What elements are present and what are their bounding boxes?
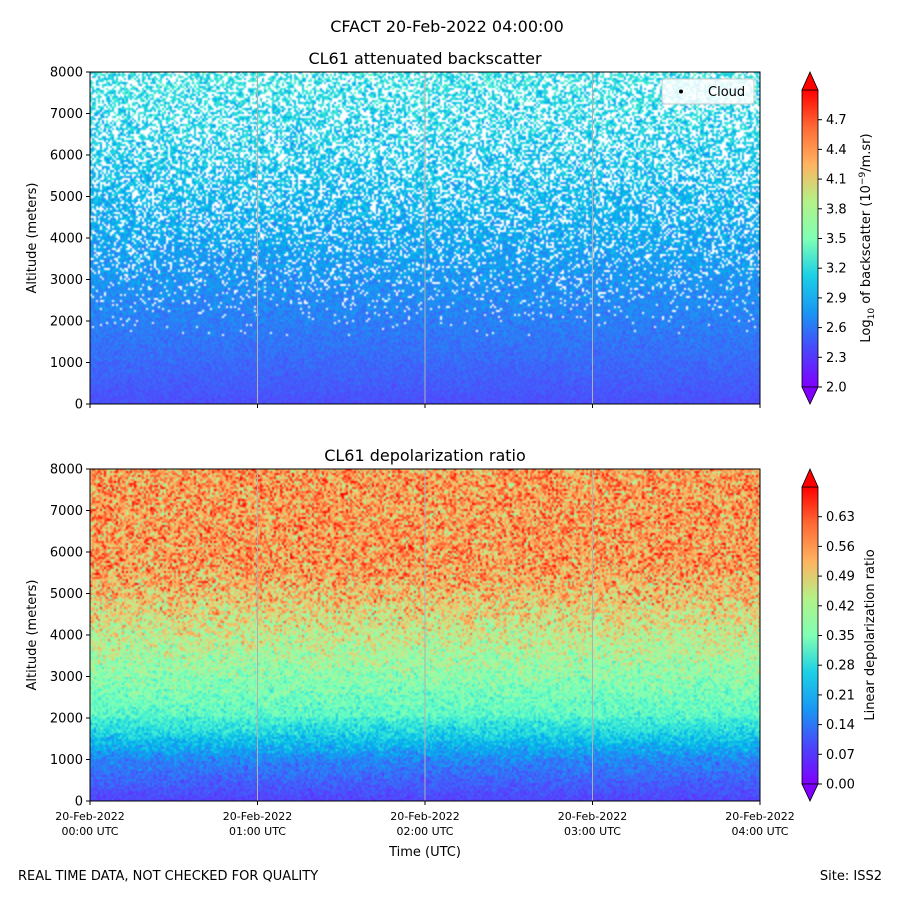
colorbar-ticks: 0.00 0.07 0.14 0.21 0.28 0.35 0.42 0.49 0.56 0.63 xyxy=(818,510,855,793)
colorbar-tick-label: 0.63 xyxy=(826,510,855,525)
legend-cloud-label: Cloud xyxy=(708,85,745,100)
colorbar-tick-label: 3.5 xyxy=(826,232,847,247)
x-tick-label-time: 00:00 UTC xyxy=(61,825,118,838)
y-axis-label: Altitude (meters) xyxy=(25,183,40,294)
y-tick-label: 8000 xyxy=(50,66,83,81)
footer-quality-note: REAL TIME DATA, NOT CHECKED FOR QUALITY xyxy=(18,869,319,884)
x-tick-label-time: 02:00 UTC xyxy=(396,825,453,838)
colorbar-depolarization: 0.00 0.07 0.14 0.21 0.28 0.35 0.42 0.49 0.56 0.63… xyxy=(801,468,878,802)
y-tick-label: 5000 xyxy=(50,587,83,602)
time-gridlines xyxy=(257,72,593,404)
colorbar-label-suffix: /m.sr) xyxy=(859,133,874,171)
panel-title: CL61 attenuated backscatter xyxy=(308,49,542,68)
colorbar-tick-label: 2.9 xyxy=(826,291,847,306)
y-tick-label: 3000 xyxy=(50,273,83,288)
colorbar-label-subscript: 10 xyxy=(867,308,877,320)
y-tick-label: 4000 xyxy=(50,629,83,644)
colorbar-ticks: 2.0 2.3 2.6 2.9 3.2 3.5 3.8 4.1 4.4 4.7 xyxy=(818,113,847,396)
x-axis xyxy=(89,404,761,408)
y-tick-label: 1000 xyxy=(50,753,83,768)
x-tick-label-date: 20-Feb-2022 xyxy=(55,810,124,823)
y-tick-label: 2000 xyxy=(50,712,83,727)
colorbar-tick-label: 0.35 xyxy=(826,629,855,644)
legend-cloud-marker xyxy=(679,89,683,94)
y-tick-label: 2000 xyxy=(50,315,83,330)
colorbar-tick-label: 3.2 xyxy=(826,262,847,277)
colorbar-backscatter: 2.0 2.3 2.6 2.9 3.2 3.5 3.8 4.1 4.4 4.7 Log10 of … xyxy=(801,71,877,405)
colorbar-tick-label: 0.07 xyxy=(826,748,855,763)
colorbar-tick-label: 4.7 xyxy=(826,113,847,128)
colorbar-tick-label: 0.49 xyxy=(826,570,855,585)
y-tick-label: 4000 xyxy=(50,232,83,247)
colorbar-label: Log10 of backscatter (10−9/m.sr) xyxy=(858,133,877,342)
x-tick-label-time: 03:00 UTC xyxy=(564,825,621,838)
y-tick-label: 8000 xyxy=(50,463,83,478)
colorbar-tick-label: 0.14 xyxy=(826,718,855,733)
footer-site: Site: ISS2 xyxy=(819,869,882,884)
y-tick-label: 6000 xyxy=(50,149,83,164)
y-tick-label: 3000 xyxy=(50,670,83,685)
panel-backscatter: CL61 attenuated backscatter 0 1000 2000 300… xyxy=(25,49,877,413)
colorbar-tick-label: 0.28 xyxy=(826,659,855,674)
colorbar-extend-top xyxy=(801,71,819,91)
plot-area xyxy=(89,71,761,405)
colorbar-extend-top xyxy=(801,468,819,488)
colorbar-tick-label: 4.1 xyxy=(826,173,847,188)
legend-box xyxy=(661,78,755,105)
y-tick-label: 7000 xyxy=(50,107,83,122)
colorbar-extend-bottom xyxy=(801,783,819,802)
colorbar-label: Linear depolarization ratio xyxy=(863,549,878,720)
x-axis: 20-Feb-2022 00:00 UTC 20-Feb-2022 01:00 UTC… xyxy=(55,801,795,838)
colorbar-tick-label: 2.0 xyxy=(826,381,847,396)
y-tick-label: 0 xyxy=(75,398,83,413)
panel-title: CL61 depolarization ratio xyxy=(324,446,526,465)
y-tick-label: 7000 xyxy=(50,504,83,519)
x-tick-label-time: 01:00 UTC xyxy=(229,825,286,838)
y-axis: 0 1000 2000 3000 4000 5000 6000 7000 8000 xyxy=(50,463,90,810)
colorbar-tick-label: 0.21 xyxy=(826,688,855,703)
y-axis-label: Altitude (meters) xyxy=(25,580,40,691)
colorbar-tick-label: 0.00 xyxy=(826,778,855,793)
x-tick-label-date: 20-Feb-2022 xyxy=(390,810,459,823)
x-tick-label-date: 20-Feb-2022 xyxy=(725,810,794,823)
y-tick-label: 6000 xyxy=(50,546,83,561)
y-tick-label: 5000 xyxy=(50,190,83,205)
y-axis: 0 1000 2000 3000 4000 5000 6000 7000 8000 xyxy=(50,66,90,413)
x-axis-label: Time (UTC) xyxy=(388,845,461,860)
legend: Cloud xyxy=(661,78,755,105)
colorbar-tick-label: 4.4 xyxy=(826,143,847,158)
colorbar-body xyxy=(801,89,819,388)
x-tick-label-date: 20-Feb-2022 xyxy=(223,810,292,823)
colorbar-label-prefix: Log xyxy=(859,319,874,342)
colorbar-tick-label: 3.8 xyxy=(826,202,847,217)
time-gridlines xyxy=(257,469,593,801)
colorbar-tick-label: 0.56 xyxy=(826,540,855,555)
colorbar-tick-label: 2.6 xyxy=(826,321,847,336)
figure-suptitle: CFACT 20-Feb-2022 04:00:00 xyxy=(330,17,564,36)
colorbar-label-superscript: −9 xyxy=(858,172,868,186)
x-tick-label-time: 04:00 UTC xyxy=(731,825,788,838)
panel-depolarization: CL61 depolarization ratio 0 1000 2000 3000 4… xyxy=(25,446,878,860)
plot-area xyxy=(89,468,761,802)
colorbar-body xyxy=(801,486,819,785)
colorbar-label-middle: of backscatter (10 xyxy=(859,185,874,308)
y-tick-label: 0 xyxy=(75,795,83,810)
colorbar-extend-bottom xyxy=(801,386,819,405)
colorbar-tick-label: 0.42 xyxy=(826,599,855,614)
x-tick-label-date: 20-Feb-2022 xyxy=(558,810,627,823)
y-tick-label: 1000 xyxy=(50,356,83,371)
colorbar-tick-label: 2.3 xyxy=(826,351,847,366)
